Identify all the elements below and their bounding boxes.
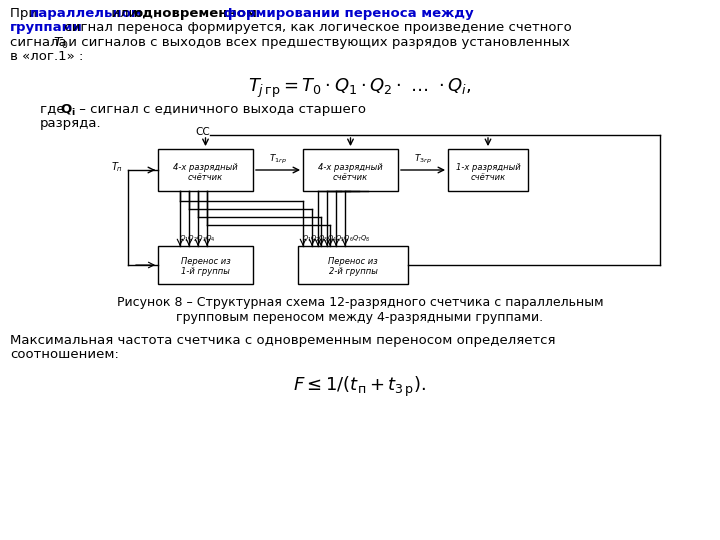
Text: – сигнал с единичного выхода старшего: – сигнал с единичного выхода старшего xyxy=(75,103,366,116)
Text: $T_{3гр}$: $T_{3гр}$ xyxy=(414,153,432,166)
Bar xyxy=(158,149,253,191)
Text: $T_п$: $T_п$ xyxy=(111,160,123,174)
Text: 1-х разрядный: 1-х разрядный xyxy=(456,163,521,172)
Text: одновременном: одновременном xyxy=(133,7,257,20)
Bar xyxy=(303,149,398,191)
Text: CC: CC xyxy=(195,127,210,137)
Text: счётчик: счётчик xyxy=(188,172,223,181)
Text: счётчик: счётчик xyxy=(333,172,368,181)
Bar xyxy=(448,149,528,191)
Text: сигнала: сигнала xyxy=(10,36,71,49)
Text: параллельном: параллельном xyxy=(30,7,143,20)
Text: 4-х разрядный: 4-х разрядный xyxy=(318,163,383,172)
Text: $Q_1 Q_2 Q_3 Q_4 Q_5 Q_6 Q_7 Q_8$: $Q_1 Q_2 Q_3 Q_4 Q_5 Q_6 Q_7 Q_8$ xyxy=(302,234,371,244)
Text: Перенос из: Перенос из xyxy=(328,256,378,266)
Text: формировании переноса между: формировании переноса между xyxy=(219,7,474,20)
Text: Рисунок 8 – Структурная схема 12-разрядного счетчика с параллельным
групповым пе: Рисунок 8 – Структурная схема 12-разрядн… xyxy=(117,296,603,324)
Text: Перенос из: Перенос из xyxy=(181,256,230,266)
Text: Максимальная частота счетчика с одновременным переносом определяется: Максимальная частота счетчика с одноврем… xyxy=(10,334,556,347)
Text: или: или xyxy=(107,7,142,20)
Text: счётчик: счётчик xyxy=(470,172,505,181)
Text: $T_{1гр}$: $T_{1гр}$ xyxy=(269,153,287,166)
Text: 1-й группы: 1-й группы xyxy=(181,267,230,276)
Text: и сигналов с выходов всех предшествующих разрядов установленных: и сигналов с выходов всех предшествующих… xyxy=(64,36,570,49)
Text: $\mathbf{Q_i}$: $\mathbf{Q_i}$ xyxy=(60,103,76,118)
Text: $T_0$: $T_0$ xyxy=(53,36,68,51)
Text: сигнал переноса формируется, как логическое произведение счетного: сигнал переноса формируется, как логичес… xyxy=(60,22,572,35)
Text: 4-х разрядный: 4-х разрядный xyxy=(173,163,238,172)
Text: 2-й группы: 2-й группы xyxy=(328,267,377,276)
Text: соотношением:: соотношением: xyxy=(10,348,119,361)
Text: разряда.: разряда. xyxy=(40,117,102,130)
Bar xyxy=(298,246,408,284)
Text: где: где xyxy=(40,103,69,116)
Text: $Q_1 Q_2 Q_3 Q_4$: $Q_1 Q_2 Q_3 Q_4$ xyxy=(179,234,216,244)
Text: группами: группами xyxy=(10,22,83,35)
Text: $F \leq 1/(t_\mathrm{п} + t_{3\,\mathrm{р}}).$: $F \leq 1/(t_\mathrm{п} + t_{3\,\mathrm{… xyxy=(293,375,427,399)
Bar xyxy=(158,246,253,284)
Text: При: При xyxy=(10,7,41,20)
Text: $T_{j\,\mathrm{гр}} = T_0 \cdot Q_1 \cdot Q_2\cdot\ \ldots\ \cdot Q_i,$: $T_{j\,\mathrm{гр}} = T_0 \cdot Q_1 \cdo… xyxy=(248,77,472,100)
Text: в «лог.1» :: в «лог.1» : xyxy=(10,51,84,64)
